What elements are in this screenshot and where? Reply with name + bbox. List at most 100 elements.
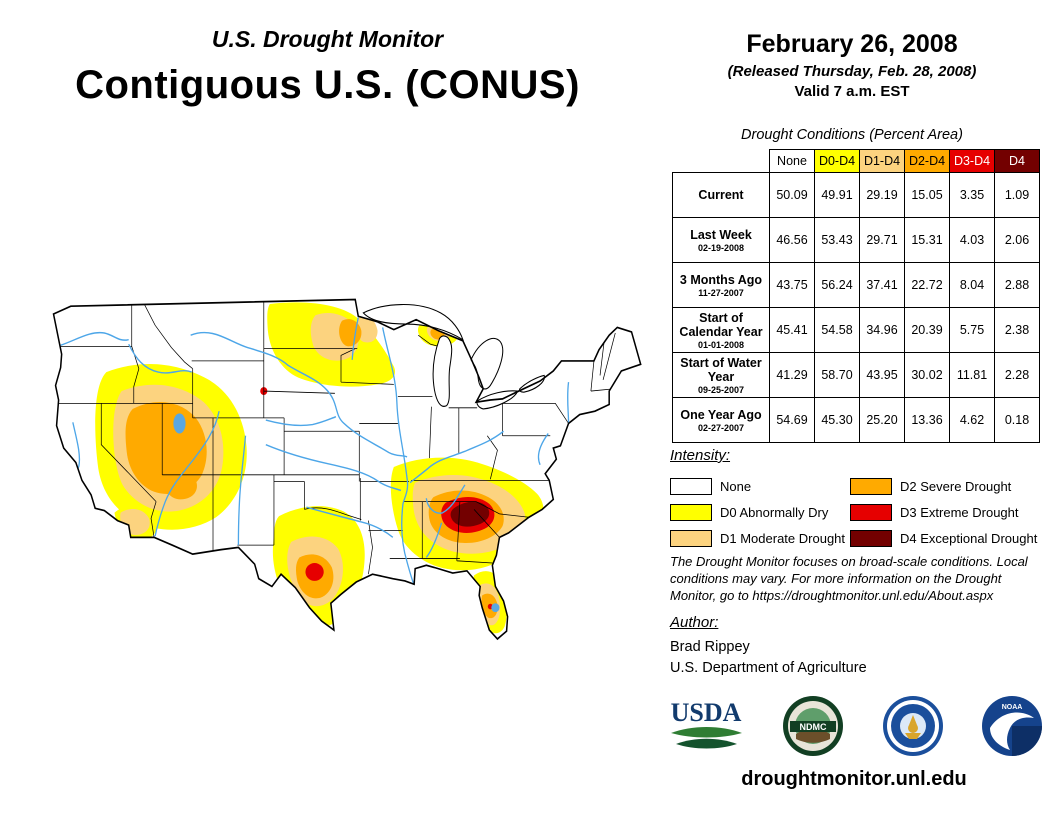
row-label: Start of Calendar Year [679,310,763,339]
report-date: February 26, 2008 [746,30,958,58]
cell: 2.06 [994,217,1040,263]
cell: 4.03 [949,217,995,263]
noaa-logo: NOAA [981,696,1042,756]
legend-item-d2: D2 Severe Drought [850,473,1050,499]
header-left: U.S. Drought Monitor Contiguous U.S. (CO… [55,26,600,108]
svg-text:NDMC: NDMC [800,722,827,732]
legend-item-d4: D4 Exceptional Drought [850,525,1050,551]
header-right: February 26, 2008 (Released Thursday, Fe… [664,30,1040,100]
col-header-d1d4: D1-D4 [859,149,905,173]
cell: 29.71 [859,217,905,263]
great-salt-lake [173,413,186,434]
legend-title: Intensity: [670,447,731,464]
svg-text:NOAA: NOAA [1002,704,1023,711]
cell: 15.31 [904,217,950,263]
author-heading: Author: [670,614,719,631]
cell: 22.72 [904,262,950,308]
col-header-d0d4: D0-D4 [814,149,860,173]
cell: 1.09 [994,172,1040,218]
valid-time: Valid 7 a.m. EST [794,83,910,100]
cell: 11.81 [949,352,995,398]
cell: 41.29 [769,352,815,398]
legend-item-d3: D3 Extreme Drought [850,499,1050,525]
none-swatch [670,477,712,495]
cell: 34.96 [859,307,905,353]
cell: 46.56 [769,217,815,263]
table-row-3-months-ago: 3 Months Ago 11-27-2007 43.75 56.24 37.41… [672,262,1040,308]
legend-item-d0: D0 Abnormally Dry [670,499,850,525]
page-title: Contiguous U.S. (CONUS) [75,63,580,107]
cell: 30.02 [904,352,950,398]
cell: 8.04 [949,262,995,308]
state-borders [56,299,616,575]
table-row-start-water-year: Start of Water Year 09-25-2007 41.29 58.7… [672,352,1040,398]
row-date: 01-01-2008 [697,339,745,350]
table-row-current: Current 50.09 49.91 29.19 15.05 3.35 1.0… [672,172,1040,218]
table-corner-cell [672,149,770,173]
legend-item-none: None [670,473,850,499]
cell: 15.05 [904,172,950,218]
table-header-row: None D0-D4 D1-D4 D2-D4 D3-D4 D4 [672,149,1040,173]
usda-logo: USDA [671,698,742,749]
row-label: One Year Ago [680,407,762,422]
row-label: Current [698,187,744,202]
intensity-legend: Intensity: None D0 Abnormally Dry D1 Mod… [670,447,1050,551]
col-header-d3d4: D3-D4 [949,149,995,173]
report-type-title: U.S. Drought Monitor [211,26,444,52]
cell: 2.88 [994,262,1040,308]
cell: 53.43 [814,217,860,263]
col-header-d2d4: D2-D4 [904,149,950,173]
table-row-start-calendar-year: Start of Calendar Year 01-01-2008 45.41 5… [672,307,1040,353]
col-header-none: None [769,149,815,173]
legend-item-d1: D1 Moderate Drought [670,525,850,551]
cell: 54.58 [814,307,860,353]
table-row-last-week: Last Week 02-19-2008 46.56 53.43 29.71 15… [672,217,1040,263]
cell: 20.39 [904,307,950,353]
d0-swatch [670,503,712,521]
row-label: 3 Months Ago [679,272,763,287]
svg-text:USDA: USDA [671,698,742,727]
cell: 50.09 [769,172,815,218]
cell: 49.91 [814,172,860,218]
lake-okeechobee [491,603,500,613]
table-row-one-year-ago: One Year Ago 02-27-2007 54.69 45.30 25.20… [672,397,1040,443]
agency-logos: USDA NDMC NOAA [666,694,1044,758]
ndmc-logo: NDMC [783,696,844,756]
drought-conditions-table: None D0-D4 D1-D4 D2-D4 D3-D4 D4 Current … [672,149,1040,443]
d3-swatch [850,503,892,521]
cell: 56.24 [814,262,860,308]
d2-swatch [850,477,892,495]
cell: 25.20 [859,397,905,443]
lake-superior [362,303,464,341]
cell: 29.19 [859,172,905,218]
d1-swatch [670,529,712,547]
row-label: Last Week [690,227,752,242]
row-date: 02-27-2007 [697,422,745,433]
cell: 13.36 [904,397,950,443]
cell: 3.35 [949,172,995,218]
author-name: Brad Rippey [670,639,750,655]
cell: 0.18 [994,397,1040,443]
row-date: 11-27-2007 [698,287,744,298]
commerce-seal-logo [882,696,943,756]
cell: 45.41 [769,307,815,353]
cell: 37.41 [859,262,905,308]
cell: 54.69 [769,397,815,443]
cell: 43.95 [859,352,905,398]
rivers [60,317,570,586]
cell: 2.38 [994,307,1040,353]
disclaimer-text: The Drought Monitor focuses on broad-sca… [670,554,1028,604]
row-date: 09-25-2007 [697,384,745,395]
author-block: Author: Brad Rippey U.S. Department of A… [670,614,867,676]
drought-d4-layer [450,501,490,527]
cell: 58.70 [814,352,860,398]
col-header-d4: D4 [994,149,1040,173]
table-caption: Drought Conditions (Percent Area) [741,127,963,143]
cell: 4.62 [949,397,995,443]
cell: 5.75 [949,307,995,353]
lake-michigan [432,335,453,407]
author-organization: U.S. Department of Agriculture [670,660,867,676]
d4-swatch [850,529,892,547]
conus-drought-map [52,298,642,640]
